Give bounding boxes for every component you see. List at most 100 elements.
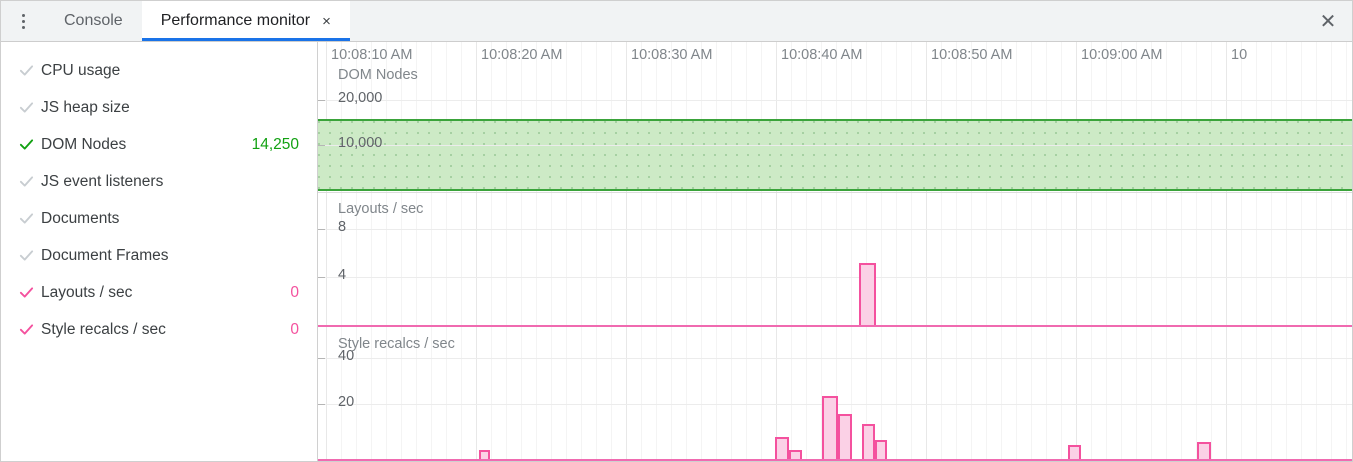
time-gridline-minor — [1196, 42, 1197, 193]
time-gridline-minor — [836, 42, 837, 193]
dom-nodes-area-series — [318, 119, 1352, 191]
metric-row-style-recalcs-sec[interactable]: Style recalcs / sec 0 — [1, 311, 317, 348]
time-gridline-minor — [401, 193, 402, 328]
y-axis-label: 40 — [338, 348, 355, 364]
time-gridline-minor — [431, 42, 432, 193]
time-gridline-minor — [911, 42, 912, 193]
time-gridline-minor — [416, 193, 417, 328]
time-gridline-minor — [551, 328, 552, 461]
time-gridline-minor — [1001, 42, 1002, 193]
time-gridline-minor — [896, 328, 897, 461]
time-gridline-minor — [956, 193, 957, 328]
time-gridline-minor — [1106, 193, 1107, 328]
time-gridline-minor — [1166, 42, 1167, 193]
time-gridline-minor — [431, 328, 432, 461]
time-gridline-minor — [911, 328, 912, 461]
chart-layouts-sec[interactable]: Layouts / sec 8 4 — [318, 193, 1352, 328]
time-gridline-minor — [1346, 193, 1347, 328]
time-gridline-minor — [461, 42, 462, 193]
checkmark-icon[interactable] — [19, 322, 41, 337]
time-gridline-minor — [1286, 193, 1287, 328]
checkmark-icon[interactable] — [19, 137, 41, 152]
time-gridline-minor — [1211, 193, 1212, 328]
bar-series-point — [862, 424, 875, 460]
metric-row-documents[interactable]: Documents — [1, 200, 317, 237]
tab-close-icon[interactable]: × — [322, 12, 331, 30]
time-gridline-minor — [371, 193, 372, 328]
time-axis-label: 10:08:20 AM — [481, 47, 563, 63]
time-gridline-minor — [1121, 193, 1122, 328]
time-gridline-minor — [401, 42, 402, 193]
time-gridline-minor — [821, 328, 822, 461]
time-gridline — [476, 42, 477, 193]
time-gridline-minor — [851, 193, 852, 328]
chart-title: DOM Nodes — [338, 67, 418, 83]
time-gridline-minor — [1196, 328, 1197, 461]
checkmark-icon[interactable] — [19, 211, 41, 226]
metric-row-js-event-listeners[interactable]: JS event listeners — [1, 163, 317, 200]
time-gridline-minor — [1316, 328, 1317, 461]
time-gridline-minor — [566, 193, 567, 328]
metric-row-dom-nodes[interactable]: DOM Nodes 14,250 — [1, 126, 317, 163]
time-gridline-minor — [686, 193, 687, 328]
time-gridline-minor — [641, 42, 642, 193]
checkmark-icon[interactable] — [19, 100, 41, 115]
metric-label: Documents — [41, 209, 120, 227]
time-axis-label: 10:08:50 AM — [931, 47, 1013, 63]
time-gridline-minor — [806, 193, 807, 328]
time-gridline-minor — [971, 42, 972, 193]
checkmark-icon[interactable] — [19, 248, 41, 263]
time-gridline-minor — [1256, 42, 1257, 193]
time-gridline-minor — [371, 328, 372, 461]
time-gridline-minor — [1031, 42, 1032, 193]
metric-row-layouts-sec[interactable]: Layouts / sec 0 — [1, 274, 317, 311]
time-gridline-minor — [671, 42, 672, 193]
time-gridline — [776, 193, 777, 328]
y-axis-label: 20 — [338, 394, 355, 410]
time-gridline-minor — [686, 42, 687, 193]
time-gridline-minor — [941, 328, 942, 461]
time-gridline-minor — [416, 328, 417, 461]
metric-row-document-frames[interactable]: Document Frames — [1, 237, 317, 274]
time-gridline — [926, 328, 927, 461]
time-gridline-minor — [731, 328, 732, 461]
more-vertical-icon[interactable] — [1, 1, 45, 41]
checkmark-icon[interactable] — [19, 174, 41, 189]
bar-series-point — [822, 396, 838, 460]
time-gridline-minor — [866, 328, 867, 461]
time-gridline-minor — [1001, 193, 1002, 328]
bar-series-point — [789, 449, 802, 460]
time-gridline-minor — [551, 193, 552, 328]
time-gridline-minor — [1091, 42, 1092, 193]
time-gridline-minor — [791, 193, 792, 328]
time-gridline — [1076, 193, 1077, 328]
chart-plot-area: Layouts / sec 8 4 — [318, 193, 1352, 328]
metric-row-cpu-usage[interactable]: CPU usage — [1, 52, 317, 89]
time-gridline-minor — [521, 193, 522, 328]
close-icon[interactable]: ✕ — [1319, 10, 1337, 33]
time-gridline-minor — [446, 42, 447, 193]
time-gridline-minor — [341, 193, 342, 328]
time-gridline-minor — [986, 42, 987, 193]
time-gridline-minor — [1166, 193, 1167, 328]
series-baseline — [318, 459, 1352, 461]
time-gridline-minor — [611, 42, 612, 193]
tab-console[interactable]: Console — [45, 1, 142, 41]
tab-performance-monitor-label: Performance monitor — [160, 12, 311, 29]
checkmark-icon[interactable] — [19, 285, 41, 300]
metric-row-js-heap-size[interactable]: JS heap size — [1, 89, 317, 126]
time-gridline — [326, 42, 327, 193]
kebab-dots — [21, 13, 25, 29]
chart-style-recalcs-sec[interactable]: Style recalcs / sec 40 20 — [318, 328, 1352, 461]
time-axis-label: 10:08:40 AM — [781, 47, 863, 63]
time-gridline-minor — [506, 193, 507, 328]
tab-performance-monitor[interactable]: Performance monitor × — [141, 1, 351, 41]
checkmark-icon[interactable] — [19, 63, 41, 78]
value-gridline — [318, 277, 1352, 278]
time-gridline-minor — [1241, 193, 1242, 328]
time-gridline-minor — [656, 42, 657, 193]
time-gridline-minor — [806, 328, 807, 461]
time-gridline-minor — [836, 193, 837, 328]
